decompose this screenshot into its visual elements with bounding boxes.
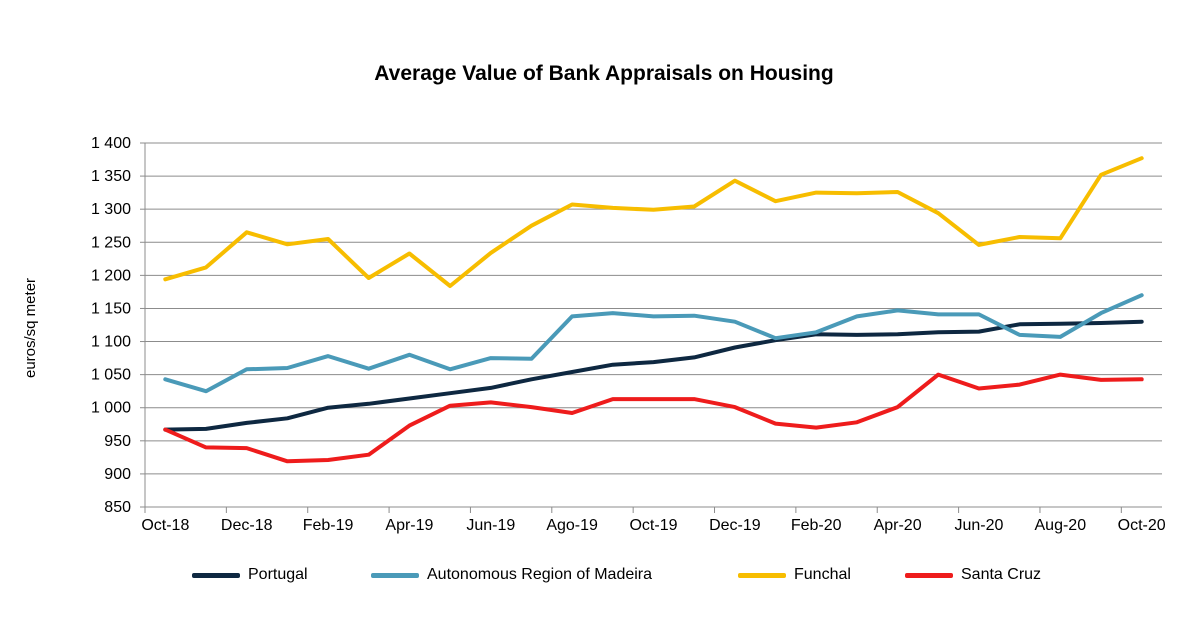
x-tick-label: Jun-20 <box>954 517 1003 534</box>
y-tick-label: 850 <box>104 499 131 516</box>
x-tick-label: Feb-19 <box>303 517 354 534</box>
y-tick-label: 1 000 <box>91 400 131 417</box>
legend-swatch <box>371 572 419 578</box>
x-tick-label: Apr-19 <box>385 517 433 534</box>
legend: Portugal Autonomous Region of Madeira Func… <box>0 566 1200 590</box>
y-tick-label: 1 350 <box>91 168 131 185</box>
y-tick-label: 950 <box>104 433 131 450</box>
legend-label: Funchal <box>794 566 851 583</box>
legend-label: Autonomous Region of Madeira <box>427 566 653 583</box>
legend-item-santa-cruz: Santa Cruz <box>905 566 1041 584</box>
y-tick-labels: 850 900 950 1 000 1 050 1 100 1 150 1 200 1 250 1… <box>91 135 131 516</box>
legend-label: Portugal <box>248 566 308 583</box>
series-line-autonomous-region-of-madeira <box>163 293 1144 394</box>
legend-item-portugal: Portugal <box>192 566 308 584</box>
y-tick-label: 1 400 <box>91 135 131 152</box>
x-tick-label: Dec-18 <box>221 517 273 534</box>
x-tick-label: Jun-19 <box>466 517 515 534</box>
y-axis-label: euros/sq meter <box>22 278 39 378</box>
legend-label: Santa Cruz <box>961 566 1042 583</box>
chart-title: Average Value of Bank Appraisals on Hous… <box>374 62 834 85</box>
y-tick-label: 1 150 <box>91 300 131 317</box>
legend-swatch <box>905 572 953 578</box>
x-tick-label: Apr-20 <box>874 517 922 534</box>
legend-swatch <box>192 572 240 578</box>
legend-item-funchal: Funchal <box>738 566 851 584</box>
x-tick-label: Ago-19 <box>546 517 598 534</box>
y-tick-label: 1 250 <box>91 234 131 251</box>
y-tick-label: 1 300 <box>91 201 131 218</box>
series-line-portugal <box>163 319 1144 432</box>
y-tick-label: 1 100 <box>91 334 131 351</box>
series-line-funchal <box>163 156 1144 288</box>
x-tick-label: Oct-18 <box>141 517 189 534</box>
legend-swatch <box>738 572 786 578</box>
x-tick-labels: Oct-18 Dec-18 Feb-19 Apr-19 Jun-19 Ago-19 Oct-… <box>141 517 1165 534</box>
y-tick-label: 1 050 <box>91 367 131 384</box>
y-tick-label: 900 <box>104 466 131 483</box>
axes <box>144 143 1162 513</box>
series-line-santa-cruz <box>163 372 1144 464</box>
y-tick-label: 1 200 <box>91 267 131 284</box>
legend-item-autonomous-region-of-madeira: Autonomous Region of Madeira <box>371 566 652 584</box>
series-lines <box>163 156 1144 464</box>
x-tick-label: Aug-20 <box>1035 517 1087 534</box>
x-tick-label: Oct-19 <box>629 517 677 534</box>
x-tick-label: Dec-19 <box>709 517 761 534</box>
x-tick-label: Oct-20 <box>1118 517 1166 534</box>
x-tick-label: Feb-20 <box>791 517 842 534</box>
